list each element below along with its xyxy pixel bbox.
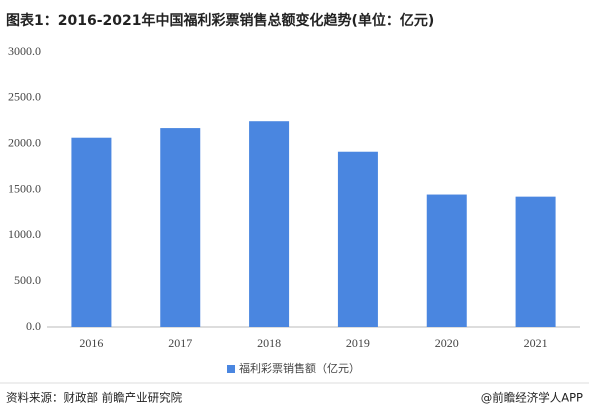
- x-tick-label: 2020: [435, 336, 459, 350]
- y-tick-label: 2500.0: [8, 90, 41, 104]
- bar: [515, 196, 556, 327]
- x-tick-label: 2019: [346, 336, 370, 350]
- y-tick-label: 2000.0: [8, 135, 41, 149]
- bar: [71, 137, 112, 327]
- y-tick-label: 1000.0: [8, 227, 41, 241]
- bar: [249, 121, 290, 327]
- legend-label: 福利彩票销售额（亿元）: [239, 361, 360, 375]
- y-tick-label: 3000.0: [8, 44, 41, 58]
- y-tick-label: 0.0: [26, 319, 41, 333]
- x-tick-label: 2018: [257, 336, 281, 350]
- y-tick-label: 1500.0: [8, 181, 41, 195]
- bar: [337, 151, 378, 327]
- y-tick-label: 500.0: [14, 273, 41, 287]
- bar: [426, 194, 467, 327]
- chart-title: 图表1：2016-2021年中国福利彩票销售总额变化趋势(单位：亿元): [6, 12, 434, 29]
- x-tick-label: 2021: [524, 336, 548, 350]
- legend-swatch: [227, 365, 235, 373]
- x-tick-label: 2017: [168, 336, 192, 350]
- credit: @前瞻经济学人APP: [481, 391, 583, 405]
- bar: [160, 128, 201, 327]
- source: 资料来源：财政部 前瞻产业研究院: [6, 391, 183, 405]
- x-tick-label: 2016: [79, 336, 103, 350]
